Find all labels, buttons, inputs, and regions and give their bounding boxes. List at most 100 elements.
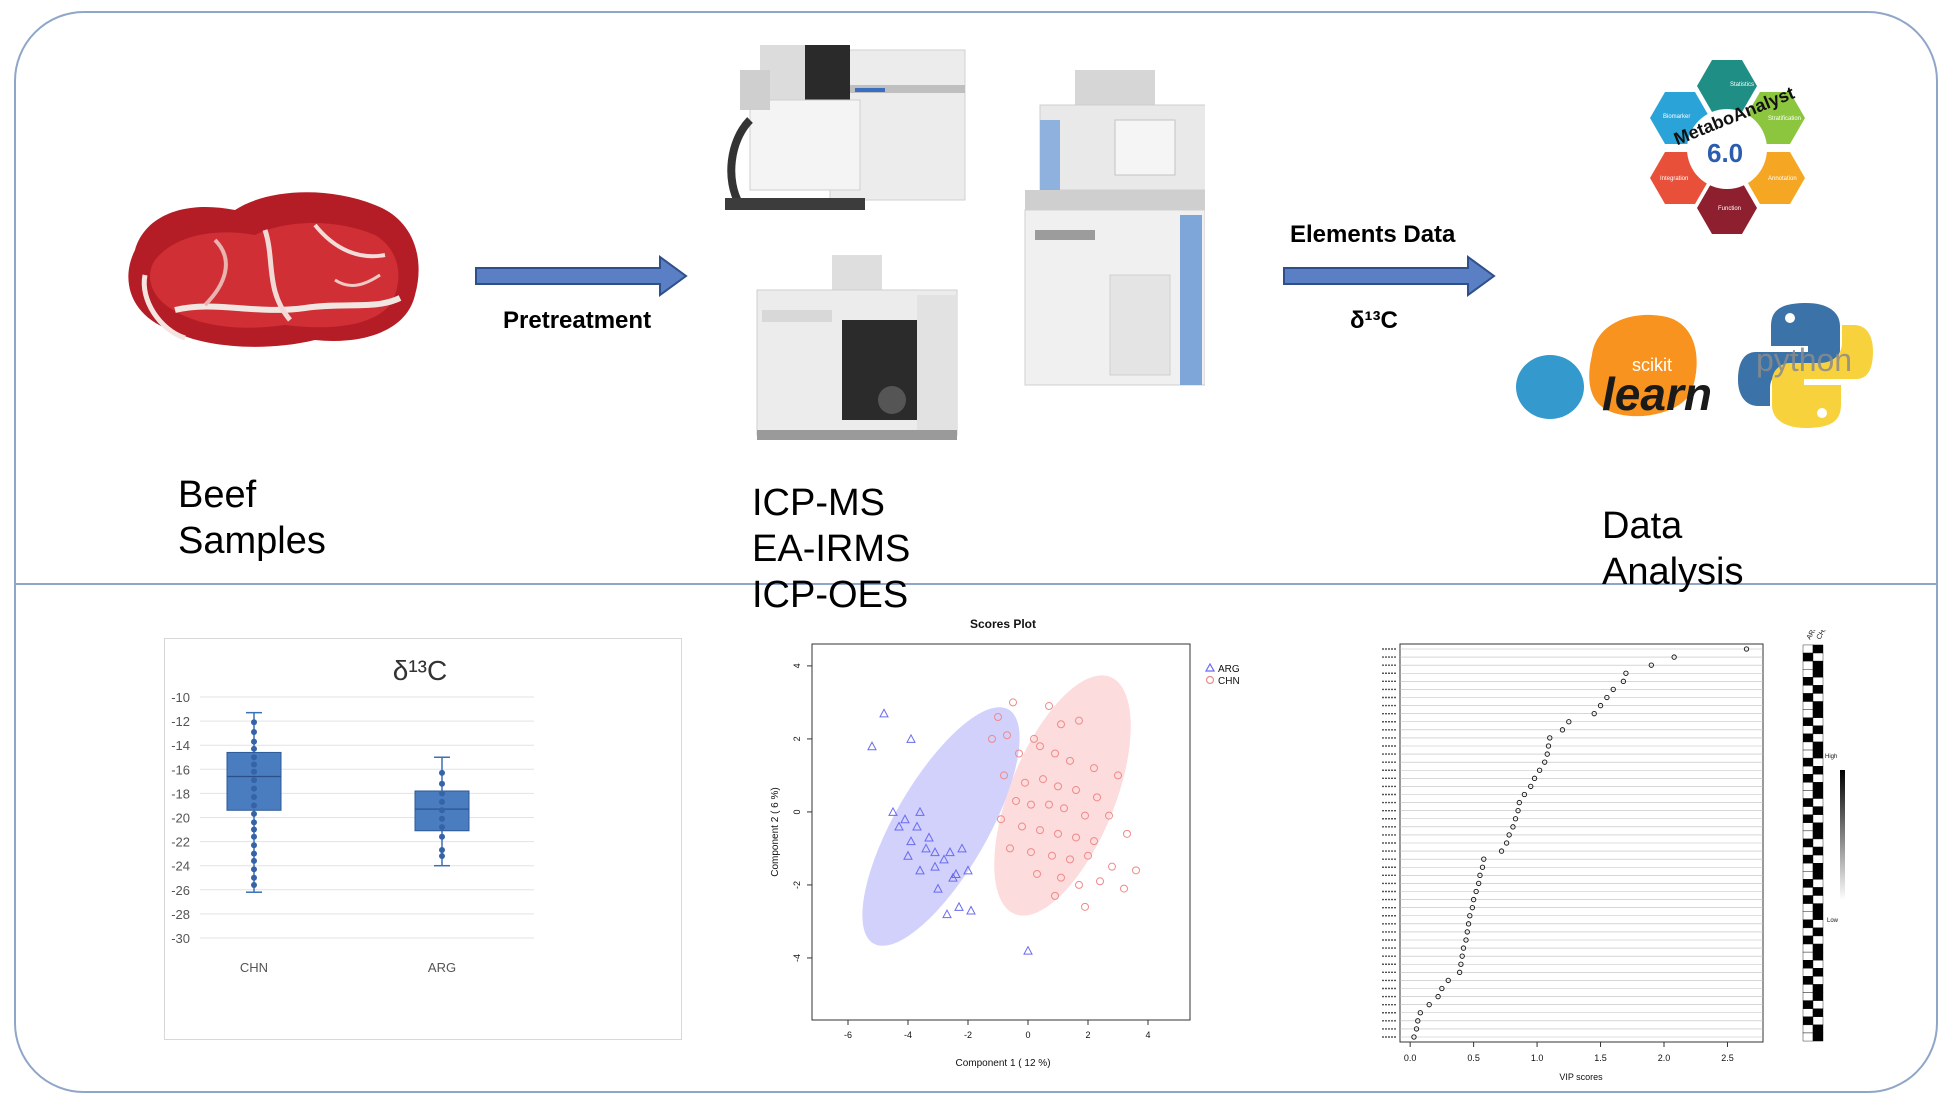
heat-cell-chn	[1812, 814, 1824, 823]
scores-y-label: Component 2 ( 6 %)	[770, 787, 781, 877]
heat-cell-chn	[1812, 863, 1824, 872]
heat-cell-chn	[1812, 1008, 1824, 1017]
score-point-arg	[903, 850, 913, 860]
heat-cell-chn	[1812, 677, 1824, 686]
vip-point	[1460, 945, 1467, 951]
data-analysis-label: Data Analysis	[1602, 505, 1744, 593]
score-point-arg	[924, 832, 934, 842]
score-point-arg	[915, 865, 925, 875]
heat-cell-arg	[1802, 660, 1814, 670]
heat-col-chn: CHN	[1816, 630, 1830, 641]
score-point-chn	[1108, 862, 1116, 871]
heat-cell-arg	[1802, 644, 1814, 654]
vip-point	[1417, 1010, 1423, 1016]
heat-cell-chn	[1812, 798, 1824, 807]
heat-cell-arg	[1802, 830, 1814, 840]
heat-cell-arg	[1802, 798, 1814, 807]
petal-label: Function	[1718, 206, 1741, 212]
heat-cell-chn	[1812, 660, 1824, 670]
heat-cell-chn	[1812, 774, 1824, 783]
x-tick-label: -6	[844, 1030, 852, 1040]
vip-point	[1467, 913, 1473, 919]
vip-x-tick-label: 0.0	[1404, 1053, 1417, 1063]
heat-cell-chn	[1812, 935, 1824, 945]
heat-cell-arg	[1802, 790, 1814, 799]
score-point-arg	[942, 909, 952, 919]
score-point-chn	[1057, 720, 1065, 729]
beef-sample-image	[128, 192, 419, 347]
scores-plot: Scores Plot -6 -4 -2 0 2 4 -4 -2 0 2 4 Component 1…	[770, 617, 1240, 1069]
python-logo: python	[1738, 303, 1873, 428]
vip-point	[1426, 1002, 1432, 1008]
heat-cell-arg	[1802, 968, 1814, 977]
heat-cell-arg	[1802, 838, 1814, 848]
box-y-tick: -12	[171, 714, 190, 729]
score-point-arg	[954, 901, 964, 911]
score-point-chn	[1123, 829, 1131, 838]
box-point	[439, 853, 445, 860]
vip-point	[1413, 1026, 1420, 1032]
box-point	[251, 745, 257, 752]
score-point-chn	[1120, 884, 1128, 893]
legend-chn: CHN	[1218, 676, 1240, 687]
y-tick-label: -4	[792, 954, 802, 962]
heat-cell-chn	[1812, 644, 1824, 654]
vip-x-tick-label: 2.0	[1658, 1053, 1671, 1063]
vip-x-tick-label: 2.5	[1721, 1053, 1734, 1063]
box-plot-title: δ¹³C	[393, 655, 447, 686]
score-point-arg	[906, 733, 916, 743]
heat-cell-chn	[1812, 984, 1824, 993]
x-tick-label: 2	[1085, 1030, 1090, 1040]
score-point-chn	[1036, 826, 1044, 835]
scores-plot-title: Scores Plot	[970, 617, 1036, 631]
box-point	[439, 807, 445, 814]
vip-point	[1476, 880, 1482, 887]
heat-cell-arg	[1802, 846, 1814, 856]
score-point-chn	[1009, 698, 1017, 707]
box-chn	[226, 711, 282, 893]
vip-point	[1528, 783, 1534, 790]
vip-x-tick-label: 1.0	[1531, 1053, 1544, 1063]
heat-cell-arg	[1802, 976, 1814, 985]
score-point-chn	[1051, 749, 1059, 758]
vip-point	[1479, 864, 1486, 870]
heat-cell-arg	[1802, 822, 1814, 832]
vip-point	[1458, 961, 1464, 967]
box-y-tick: -20	[171, 811, 190, 826]
box-point	[251, 768, 257, 775]
vip-point	[1411, 1034, 1417, 1040]
heat-cell-arg	[1802, 677, 1814, 686]
metaboanalyst-logo: 6.0 MetaboAnalyst Statistics Stratificat…	[1650, 60, 1805, 234]
x-tick-label: 4	[1145, 1030, 1150, 1040]
python-word: python	[1756, 342, 1852, 378]
score-point-chn	[1030, 734, 1038, 743]
heat-cell-arg	[1802, 960, 1814, 969]
score-point-chn	[1036, 742, 1044, 751]
box-point	[251, 738, 257, 745]
score-point-arg	[963, 865, 973, 875]
heat-cell-chn	[1812, 766, 1824, 775]
petal-label: Annotation	[1768, 176, 1797, 182]
scores-legend: ARG CHN	[1204, 662, 1240, 687]
score-point-arg	[900, 814, 910, 824]
heat-cell-chn	[1812, 757, 1824, 767]
vip-point	[1536, 767, 1543, 773]
score-point-chn	[1012, 796, 1020, 805]
vip-point	[1610, 686, 1616, 693]
box-point	[251, 754, 257, 761]
heat-cell-arg	[1802, 766, 1814, 775]
vip-scores-plot: 0.0 0.5 1.0 1.5 2.0 2.5 VIP scores ARG CHN Hi…	[1382, 630, 1845, 1082]
vip-point	[1457, 969, 1463, 975]
heat-cell-arg	[1802, 935, 1814, 945]
petal-label: Integration	[1660, 176, 1688, 182]
scikit-learn-logo: scikit learn	[1516, 314, 1712, 420]
confidence-ellipse-arg	[862, 707, 1020, 946]
x-tick-label: -2	[964, 1030, 972, 1040]
y-tick-label: -2	[792, 881, 802, 889]
vip-point	[1544, 751, 1550, 757]
heat-cell-chn	[1812, 790, 1824, 799]
box-y-tick: -10	[171, 690, 190, 705]
vip-point	[1671, 654, 1677, 660]
heat-cell-arg	[1802, 741, 1814, 751]
heat-cell-chn	[1812, 838, 1824, 848]
